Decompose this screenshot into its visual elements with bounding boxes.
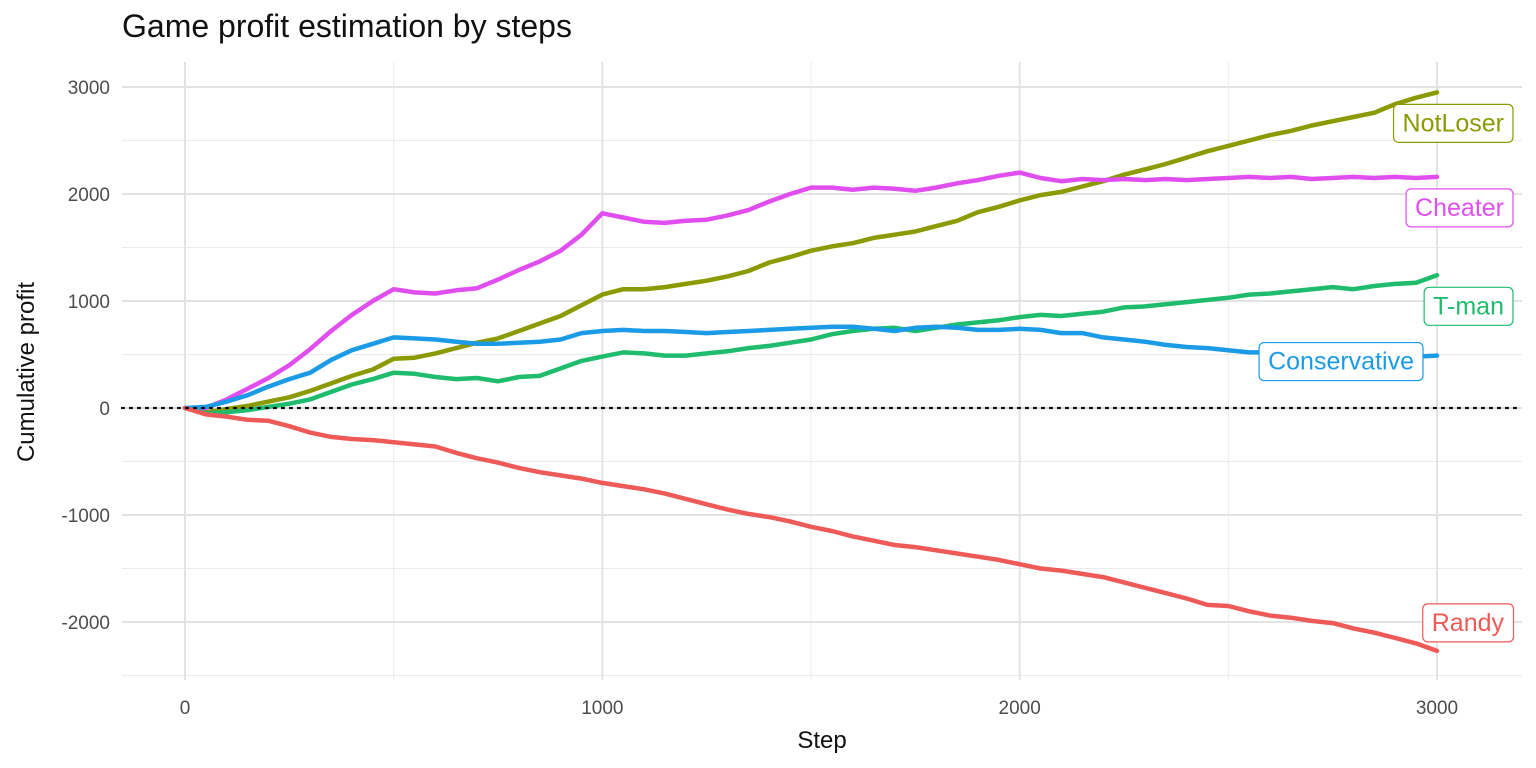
x-tick-label: 3000	[1416, 698, 1458, 719]
x-axis-ticks: 0 1000 2000 3000	[180, 698, 1458, 719]
y-axis-ticks: 3000 2000 1000 0 -1000 -2000	[61, 78, 110, 634]
series-label-text: Conservative	[1268, 348, 1414, 376]
x-tick-label: 1000	[581, 698, 623, 719]
series-label-text: Cheater	[1415, 194, 1504, 222]
series-label-t-man: T-man	[1423, 286, 1514, 326]
series-line-cheater	[182, 170, 1440, 411]
y-tick-label: -2000	[61, 613, 110, 634]
series-label-box	[1422, 603, 1515, 643]
series-line-conservative	[182, 324, 1440, 411]
y-tick-label: 3000	[68, 78, 110, 99]
series-label-notloser: NotLoser	[1392, 103, 1514, 143]
series-label-text: T-man	[1433, 292, 1504, 320]
series-end-labels: NotLoser Cheater T-man Conservative Randy	[1258, 103, 1515, 643]
series-line-t-man	[182, 273, 1440, 416]
series-label-text: NotLoser	[1403, 109, 1504, 137]
series-label-box	[1423, 286, 1514, 326]
series-label-box	[1405, 188, 1514, 228]
x-tick-label: 0	[180, 698, 191, 719]
series-label-conservative: Conservative	[1258, 341, 1424, 382]
major-gridlines	[122, 62, 1522, 680]
series-label-text: Randy	[1432, 609, 1505, 637]
series-label-cheater: Cheater	[1405, 188, 1514, 228]
series-label-box	[1392, 103, 1514, 143]
series-line-notloser	[182, 90, 1440, 415]
y-tick-label: -1000	[61, 506, 110, 527]
y-tick-label: 2000	[68, 185, 110, 206]
series-label-randy: Randy	[1422, 603, 1515, 643]
series-label-box	[1258, 341, 1424, 382]
series-line-randy	[182, 405, 1440, 654]
series-lines	[182, 90, 1440, 654]
x-tick-label: 2000	[999, 698, 1041, 719]
chart-title: Game profit estimation by steps	[122, 8, 572, 44]
y-tick-label: 0	[99, 399, 110, 420]
y-axis-label: Cumulative profit	[13, 282, 40, 462]
y-tick-label: 1000	[68, 292, 110, 313]
x-axis-label: Step	[797, 727, 846, 754]
